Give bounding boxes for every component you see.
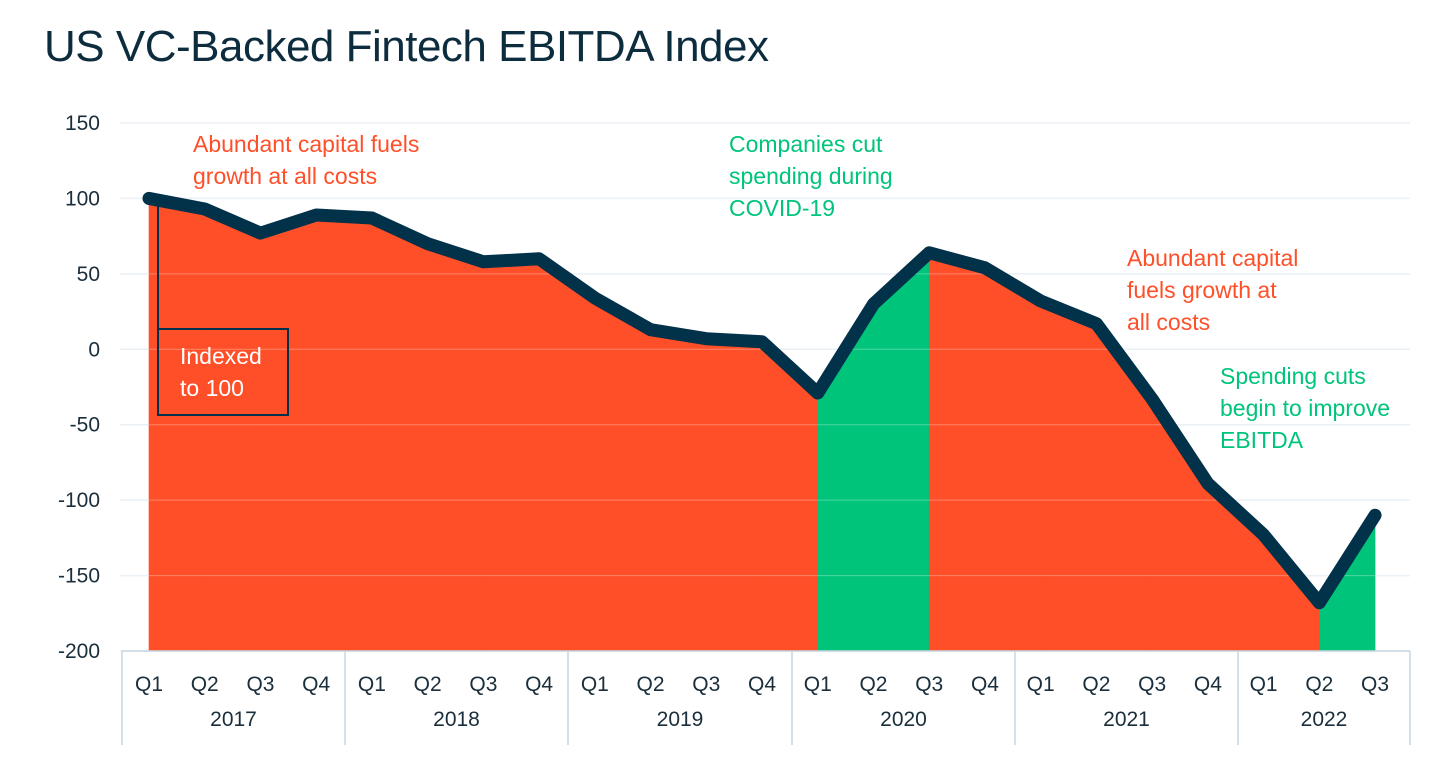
area-segment	[594, 297, 651, 652]
data-point	[1318, 601, 1321, 604]
year-label: 2019	[657, 708, 704, 731]
y-tick-label: -150	[58, 565, 100, 588]
x-tick-label: Q3	[246, 673, 274, 696]
x-tick-label: Q3	[1361, 673, 1389, 696]
y-tick-label: 50	[77, 263, 100, 286]
year-label: 2022	[1301, 708, 1348, 731]
data-point	[649, 328, 652, 331]
annotation-text: Abundant capital	[1127, 245, 1298, 271]
data-point	[872, 303, 875, 306]
x-tick-label: Q4	[302, 673, 330, 696]
data-point	[482, 260, 485, 263]
area-segment	[928, 252, 986, 652]
y-tick-label: 0	[88, 338, 100, 361]
year-label: 2017	[210, 708, 257, 731]
y-tick-label: -50	[70, 414, 100, 437]
data-point	[1039, 300, 1042, 303]
x-tick-label: Q2	[1082, 673, 1110, 696]
year-label: 2018	[433, 708, 480, 731]
area-segment	[315, 214, 373, 652]
annotation-text: spending during	[729, 163, 893, 189]
data-point	[761, 340, 764, 343]
x-tick-label: Q1	[804, 673, 832, 696]
data-point	[1262, 533, 1265, 536]
x-tick-label: Q4	[525, 673, 553, 696]
y-tick-label: 100	[65, 187, 100, 210]
x-tick-label: Q4	[971, 673, 999, 696]
x-tick-label: Q3	[692, 673, 720, 696]
area-segment	[705, 338, 763, 652]
area-segment	[427, 243, 484, 652]
x-tick-label: Q2	[637, 673, 665, 696]
data-point	[705, 337, 708, 340]
x-tick-label: Q1	[1250, 673, 1278, 696]
x-tick-label: Q2	[1305, 673, 1333, 696]
data-point	[816, 392, 819, 395]
data-point	[1151, 398, 1154, 401]
x-tick-label: Q2	[414, 673, 442, 696]
area-segment	[1096, 322, 1153, 652]
y-tick-label: -100	[58, 489, 100, 512]
x-tick-label: Q3	[915, 673, 943, 696]
annotation-text: Companies cut	[729, 131, 883, 157]
area-segment	[483, 258, 540, 652]
x-tick-label: Q1	[358, 673, 386, 696]
area-segment	[204, 208, 261, 652]
callout-box	[157, 328, 289, 416]
x-tick-label: Q1	[135, 673, 163, 696]
data-point	[370, 217, 373, 220]
annotation-text: Abundant capital fuels	[193, 131, 419, 157]
area-segment	[371, 217, 428, 652]
year-label: 2020	[880, 708, 927, 731]
area-segment	[260, 214, 317, 652]
data-point	[203, 207, 206, 210]
annotation-text: fuels growth at	[1127, 277, 1277, 303]
chart-title: US VC-Backed Fintech EBITDA Index	[44, 22, 769, 71]
data-point	[148, 197, 150, 200]
x-tick-label: Q4	[1194, 673, 1222, 696]
data-point	[1206, 482, 1209, 485]
data-point	[928, 251, 931, 254]
data-point	[426, 242, 429, 245]
data-point	[1374, 514, 1377, 517]
data-point	[259, 232, 262, 235]
annotation-text: COVID-19	[729, 195, 835, 221]
data-point	[538, 257, 541, 260]
annotation-text: growth at all costs	[193, 163, 377, 189]
data-point	[593, 296, 596, 299]
highlight-area-segment	[873, 252, 930, 652]
annotation-text: all costs	[1127, 309, 1210, 335]
data-point	[1095, 322, 1098, 325]
annotation-text: Spending cuts	[1220, 363, 1366, 389]
area-segment	[1040, 300, 1097, 652]
y-tick-label: 150	[65, 112, 100, 135]
annotation-text: EBITDA	[1220, 427, 1304, 453]
x-tick-label: Q2	[191, 673, 219, 696]
x-tick-label: Q3	[469, 673, 497, 696]
area-segment	[650, 329, 707, 652]
y-tick-label: -200	[58, 640, 100, 663]
area-segment	[538, 258, 596, 652]
x-tick-label: Q1	[1027, 673, 1055, 696]
x-tick-label: Q2	[859, 673, 887, 696]
data-point	[983, 266, 986, 269]
x-tick-label: Q3	[1138, 673, 1166, 696]
x-tick-label: Q1	[581, 673, 609, 696]
area-segment	[984, 267, 1041, 652]
indexed-callout-text: to 100	[180, 375, 244, 401]
x-tick-label: Q4	[748, 673, 776, 696]
annotation-text: begin to improve	[1220, 395, 1390, 421]
indexed-callout-text: Indexed	[180, 343, 262, 369]
year-label: 2021	[1103, 708, 1150, 731]
data-point	[315, 214, 318, 217]
